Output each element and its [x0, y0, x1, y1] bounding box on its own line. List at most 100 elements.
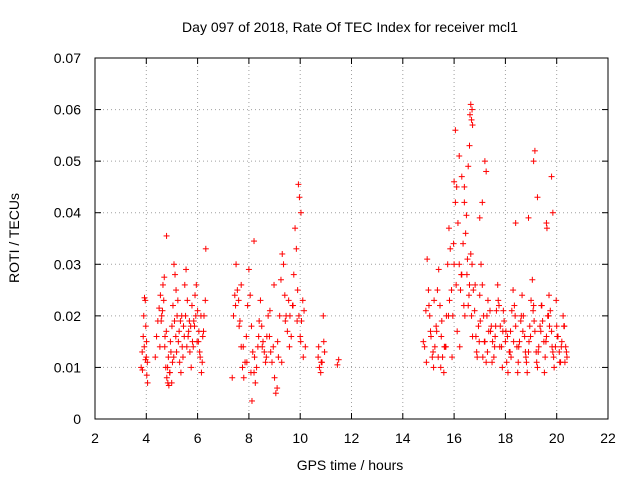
data-point [262, 359, 269, 366]
data-point [530, 158, 537, 165]
data-point [461, 183, 468, 190]
data-point [170, 354, 177, 361]
data-point [266, 333, 273, 340]
data-point [524, 369, 531, 376]
data-point [190, 343, 197, 350]
data-point [542, 338, 549, 345]
data-point [202, 245, 209, 252]
data-point [277, 276, 284, 283]
data-point [431, 343, 438, 350]
data-point [163, 374, 170, 381]
data-point [468, 116, 475, 123]
data-point [483, 359, 490, 366]
data-point [521, 333, 528, 340]
data-point [457, 287, 464, 294]
data-point [295, 312, 302, 319]
data-point [156, 343, 163, 350]
data-point [454, 220, 461, 227]
data-point [420, 338, 427, 345]
data-point [159, 281, 166, 288]
data-point [245, 266, 252, 273]
data-point [500, 307, 507, 314]
data-point [560, 323, 567, 330]
data-point [476, 292, 483, 299]
data-point [317, 369, 324, 376]
data-point [478, 261, 485, 268]
data-point [507, 348, 514, 355]
data-point [476, 338, 483, 345]
data-point [286, 343, 293, 350]
data-point [487, 328, 494, 335]
y-tick-label: 0.01 [54, 359, 81, 375]
data-point [479, 354, 486, 361]
data-point [427, 328, 434, 335]
data-point [296, 194, 303, 201]
data-point [518, 312, 525, 319]
data-point [531, 147, 538, 154]
data-point [551, 364, 558, 371]
data-point [543, 225, 550, 232]
data-point [169, 359, 176, 366]
data-point [550, 354, 557, 361]
y-tick-label: 0.03 [54, 256, 81, 272]
data-point [163, 328, 170, 335]
data-point [492, 323, 499, 330]
data-point [477, 318, 484, 325]
y-tick-labels: 0 0.01 0.02 0.03 0.04 0.05 0.06 0.07 [54, 50, 81, 427]
data-point [174, 297, 181, 304]
data-point [143, 372, 150, 379]
data-point [430, 348, 437, 355]
data-point [293, 245, 300, 252]
data-point [512, 312, 519, 319]
data-point [470, 287, 477, 294]
data-point [274, 385, 281, 392]
data-point [456, 152, 463, 159]
data-point [198, 369, 205, 376]
data-point [553, 297, 560, 304]
data-point [182, 312, 189, 319]
data-point [297, 338, 304, 345]
data-point [475, 323, 482, 330]
data-point [232, 302, 239, 309]
data-point [236, 318, 243, 325]
data-point [243, 333, 250, 340]
data-point [531, 328, 538, 335]
data-point [186, 348, 193, 355]
data-point [159, 307, 166, 314]
data-point [508, 307, 515, 314]
x-tick-label: 12 [344, 430, 360, 446]
data-point [143, 338, 150, 345]
data-point [558, 343, 565, 350]
data-point [335, 356, 342, 363]
data-point [514, 369, 521, 376]
data-point [535, 348, 542, 355]
data-point [464, 256, 471, 263]
data-point [251, 354, 258, 361]
data-point [252, 379, 259, 386]
data-point [266, 307, 273, 314]
data-point [299, 297, 306, 304]
data-point [192, 292, 199, 299]
data-point [467, 101, 474, 108]
data-point [240, 374, 247, 381]
data-point [270, 343, 277, 350]
x-tick-label: 16 [446, 430, 462, 446]
data-point [275, 354, 282, 361]
data-point [142, 323, 149, 330]
data-point [561, 359, 568, 366]
data-point [476, 214, 483, 221]
data-point [168, 323, 175, 330]
data-point [458, 173, 465, 180]
data-point [320, 312, 327, 319]
data-point [161, 274, 168, 281]
data-point [183, 266, 190, 273]
data-point [300, 354, 307, 361]
data-point [523, 359, 530, 366]
data-point [512, 323, 519, 330]
data-point [251, 238, 258, 245]
data-point [158, 318, 165, 325]
data-point [177, 369, 184, 376]
data-point [144, 379, 151, 386]
data-point [519, 292, 526, 299]
data-point [186, 318, 193, 325]
